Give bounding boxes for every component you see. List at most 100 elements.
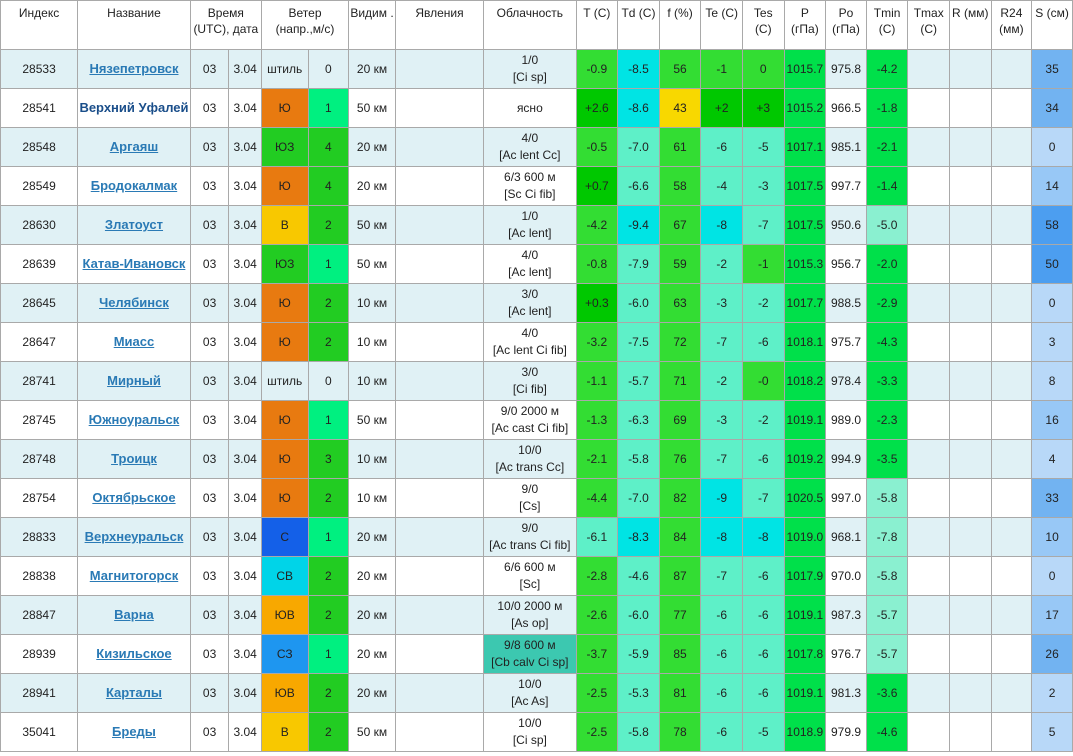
cloud-amount: 3/0: [521, 287, 539, 301]
temperature: -2.1: [575, 439, 619, 479]
station-index: 28833: [0, 517, 79, 557]
visibility: 50 км: [348, 400, 396, 440]
pressure-sea-level: 1020.5: [783, 478, 827, 518]
humidity: 84: [658, 517, 702, 557]
obs-date: 3.04: [228, 673, 262, 713]
station-link[interactable]: Верхнеуральск: [84, 529, 184, 544]
wind-direction: штиль: [260, 361, 309, 401]
phenomena: [394, 478, 485, 518]
dew-point: -4.6: [617, 556, 660, 596]
humidity: 71: [658, 361, 702, 401]
wind-direction: Ю: [260, 88, 309, 128]
wind-direction: СЗ: [260, 634, 309, 674]
column-header-phen: Явления: [394, 0, 485, 50]
station-link[interactable]: Варна: [114, 607, 154, 622]
pressure-station: 997.7: [825, 166, 867, 206]
column-header-r24: R24 (мм): [990, 0, 1033, 50]
cloudiness: 1/0 [Ac lent]: [483, 205, 577, 245]
precipitation: [949, 400, 992, 440]
wind-direction: Ю: [260, 400, 309, 440]
pressure-station: 978.4: [825, 361, 867, 401]
snow-depth: 33: [1031, 478, 1073, 518]
effective-temperature-sun: -6: [741, 634, 785, 674]
obs-time: 03: [189, 556, 230, 596]
pressure-sea-level: 1017.5: [783, 166, 827, 206]
temperature-min: -5.7: [865, 595, 909, 635]
effective-temperature: -2: [700, 361, 743, 401]
table-row: 28549 Бродокалмак 03 3.04 Ю 4 20 км 6/3 600 м [S…: [0, 166, 1073, 206]
station-link[interactable]: Октябрьское: [92, 490, 176, 505]
wind-speed: 1: [307, 244, 350, 284]
temperature-max: [907, 322, 950, 362]
effective-temperature: -7: [700, 556, 743, 596]
station-link[interactable]: Бреды: [112, 724, 156, 739]
obs-date: 3.04: [228, 634, 262, 674]
visibility: 20 км: [348, 517, 396, 557]
temperature-max: [907, 517, 950, 557]
station-link[interactable]: Аргаяш: [109, 139, 159, 154]
pressure-sea-level: 1015.7: [783, 49, 827, 89]
station-link[interactable]: Мирный: [107, 373, 161, 388]
effective-temperature-sun: -6: [741, 322, 785, 362]
humidity: 56: [658, 49, 702, 89]
snow-depth: 58: [1031, 205, 1073, 245]
obs-date: 3.04: [228, 556, 262, 596]
wind-direction: С: [260, 517, 309, 557]
station-link[interactable]: Миасс: [113, 334, 155, 349]
precipitation: [949, 595, 992, 635]
dew-point: -7.5: [617, 322, 660, 362]
wind-direction: СВ: [260, 556, 309, 596]
obs-time: 03: [189, 283, 230, 323]
phenomena: [394, 166, 485, 206]
temperature-max: [907, 244, 950, 284]
visibility: 50 км: [348, 712, 396, 752]
visibility: 10 км: [348, 439, 396, 479]
station-name-cell: Магнитогорск: [77, 556, 191, 596]
table-row: 28548 Аргаяш 03 3.04 ЮЗ 4 20 км 4/0 [Ac lent Cc]…: [0, 127, 1073, 167]
station-name-cell: Карталы: [77, 673, 191, 713]
table-row: 28939 Кизильское 03 3.04 СЗ 1 20 км 9/8 600 м [C…: [0, 634, 1073, 674]
temperature-min: -2.3: [865, 400, 909, 440]
temperature-min: -4.3: [865, 322, 909, 362]
station-link[interactable]: Карталы: [105, 685, 162, 700]
cloud-amount: 4/0: [521, 326, 539, 340]
station-link[interactable]: Магнитогорск: [89, 568, 179, 583]
humidity: 77: [658, 595, 702, 635]
visibility: 10 км: [348, 283, 396, 323]
station-index: 28548: [0, 127, 79, 167]
wind-speed: 1: [307, 400, 350, 440]
cloudiness: 10/0 [Ci sp]: [483, 712, 577, 752]
temperature-min: -3.3: [865, 361, 909, 401]
visibility: 20 км: [348, 49, 396, 89]
obs-time: 03: [189, 478, 230, 518]
effective-temperature: -7: [700, 439, 743, 479]
visibility: 50 км: [348, 244, 396, 284]
phenomena: [394, 517, 485, 557]
obs-date: 3.04: [228, 205, 262, 245]
effective-temperature-sun: -0: [741, 361, 785, 401]
humidity: 63: [658, 283, 702, 323]
station-link[interactable]: Кизильское: [96, 646, 172, 661]
humidity: 69: [658, 400, 702, 440]
station-link[interactable]: Катав-Ивановск: [82, 256, 186, 271]
cloudiness: 1/0 [Ci sp]: [483, 49, 577, 89]
obs-date: 3.04: [228, 361, 262, 401]
snow-depth: 34: [1031, 88, 1073, 128]
snow-depth: 8: [1031, 361, 1073, 401]
station-link[interactable]: Златоуст: [104, 217, 164, 232]
station-link[interactable]: Челябинск: [99, 295, 169, 310]
obs-time: 03: [189, 361, 230, 401]
station-link[interactable]: Южноуральск: [88, 412, 180, 427]
station-link[interactable]: Нязепетровск: [89, 61, 179, 76]
precipitation-24h: [990, 673, 1033, 713]
cloud-types: [Sc]: [519, 577, 541, 591]
temperature: -3.7: [575, 634, 619, 674]
effective-temperature: -3: [700, 400, 743, 440]
wind-speed: 2: [307, 595, 350, 635]
effective-temperature-sun: -7: [741, 478, 785, 518]
effective-temperature-sun: -1: [741, 244, 785, 284]
station-link[interactable]: Бродокалмак: [90, 178, 178, 193]
station-link[interactable]: Троицк: [111, 451, 157, 466]
temperature-max: [907, 634, 950, 674]
temperature: +0.3: [575, 283, 619, 323]
